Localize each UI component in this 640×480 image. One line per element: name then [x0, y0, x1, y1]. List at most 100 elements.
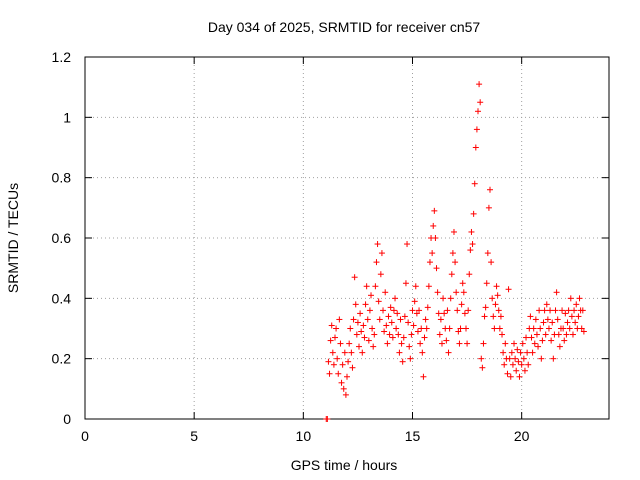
data-point — [399, 358, 406, 365]
data-point — [383, 322, 390, 329]
data-point — [395, 331, 402, 338]
data-point — [509, 361, 516, 368]
data-point — [376, 316, 383, 323]
data-point — [412, 283, 419, 290]
data-point — [508, 349, 515, 356]
data-point — [525, 361, 532, 368]
data-point — [564, 319, 571, 326]
y-tick-label: 0 — [63, 411, 71, 427]
data-point — [324, 416, 331, 422]
data-point — [432, 235, 439, 241]
data-point — [359, 349, 366, 356]
data-point — [392, 295, 399, 302]
data-point — [495, 307, 502, 314]
data-point — [366, 307, 373, 314]
data-point — [536, 307, 543, 314]
data-point — [408, 331, 415, 338]
data-point — [374, 241, 381, 248]
data-point — [572, 319, 579, 326]
y-tick-label: 0.6 — [52, 230, 72, 246]
data-point — [544, 316, 551, 323]
data-point — [514, 346, 521, 353]
data-point — [519, 340, 526, 347]
data-point — [446, 325, 453, 332]
data-point — [493, 283, 500, 290]
data-points — [323, 81, 587, 422]
data-point — [416, 307, 423, 314]
data-point — [443, 337, 450, 344]
data-point — [576, 295, 583, 302]
data-point — [358, 328, 365, 335]
y-axis-title: SRMTID / TECUs — [5, 183, 21, 293]
data-point — [575, 313, 582, 320]
data-point — [496, 325, 503, 332]
data-point — [337, 340, 344, 347]
data-point — [326, 370, 333, 377]
x-tick-label: 20 — [514, 428, 530, 444]
data-point — [469, 241, 476, 248]
data-point — [465, 307, 472, 314]
data-point — [547, 307, 554, 314]
y-tick-label: 0.2 — [52, 351, 72, 367]
data-point — [330, 361, 337, 368]
data-point — [483, 280, 490, 287]
data-point — [449, 250, 456, 257]
data-point — [335, 370, 342, 377]
data-point — [541, 307, 548, 314]
data-point — [438, 340, 445, 347]
data-point — [489, 295, 496, 302]
data-point — [397, 316, 404, 323]
data-point — [441, 310, 448, 317]
data-point — [518, 361, 525, 368]
data-point — [481, 313, 488, 320]
data-point — [327, 337, 334, 344]
x-tick-label: 15 — [405, 428, 421, 444]
data-point — [425, 283, 432, 290]
data-point — [528, 334, 535, 341]
data-point — [364, 316, 371, 323]
data-point — [431, 207, 438, 214]
data-point — [380, 307, 387, 314]
data-point — [401, 313, 408, 320]
data-point — [454, 307, 461, 314]
data-point — [354, 319, 361, 326]
data-point — [370, 343, 377, 350]
data-point — [342, 391, 349, 398]
data-point — [445, 349, 452, 356]
data-point — [567, 295, 574, 302]
data-point — [363, 283, 370, 290]
data-point — [348, 349, 355, 356]
data-point — [505, 286, 512, 293]
data-point — [556, 343, 563, 350]
data-point — [375, 298, 382, 305]
data-point — [553, 289, 560, 296]
data-point — [429, 250, 436, 257]
data-point — [532, 316, 539, 323]
x-tick-label: 0 — [81, 428, 89, 444]
data-point — [500, 349, 507, 356]
data-point — [473, 126, 480, 133]
data-point — [515, 358, 522, 365]
data-point — [579, 307, 586, 314]
data-point — [365, 337, 372, 344]
data-point — [499, 331, 506, 338]
data-point — [407, 355, 414, 362]
data-point — [331, 334, 338, 341]
data-point — [580, 328, 587, 335]
data-point — [361, 334, 368, 341]
data-point — [563, 331, 570, 338]
data-point — [513, 367, 520, 374]
data-point — [410, 322, 417, 329]
data-point — [381, 328, 388, 335]
data-point — [352, 301, 359, 308]
data-point — [360, 322, 367, 329]
data-point — [456, 340, 463, 347]
data-point — [371, 331, 378, 338]
data-point — [339, 361, 346, 368]
data-point — [540, 319, 547, 326]
data-point — [554, 316, 561, 323]
data-point — [552, 307, 559, 314]
data-point — [405, 319, 412, 326]
data-point — [512, 355, 519, 362]
data-point — [357, 310, 364, 317]
